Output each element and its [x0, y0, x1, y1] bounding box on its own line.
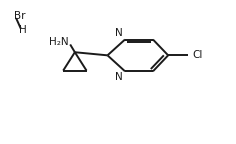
Text: Cl: Cl: [193, 50, 203, 60]
Text: H: H: [19, 25, 27, 35]
Text: N: N: [115, 72, 123, 82]
Text: H₂N: H₂N: [49, 37, 69, 47]
Text: Br: Br: [14, 11, 26, 21]
Text: N: N: [115, 28, 123, 38]
